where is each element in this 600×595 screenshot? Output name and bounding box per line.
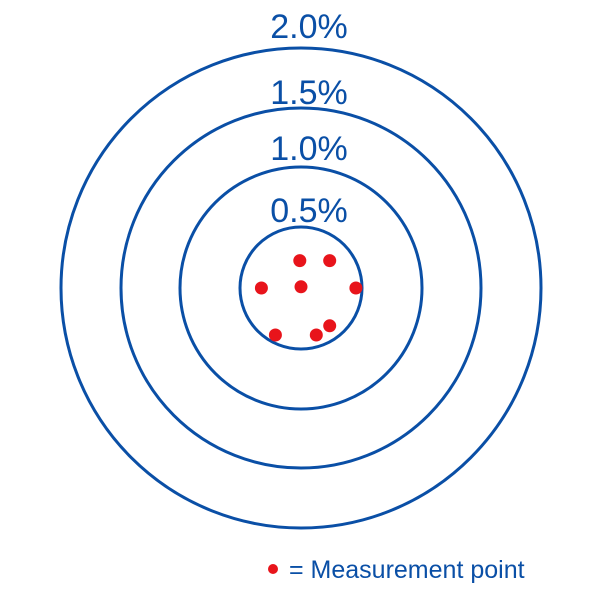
measurement-point bbox=[323, 319, 337, 333]
ring-label-0-5-percent: 0.5% bbox=[270, 192, 348, 230]
measurement-point bbox=[294, 280, 308, 294]
ring-1-0-percent bbox=[178, 165, 424, 411]
measurement-point bbox=[268, 328, 282, 342]
ring-label-1-0-percent: 1.0% bbox=[270, 130, 348, 168]
measurement-points bbox=[254, 254, 363, 342]
measurement-point bbox=[323, 254, 337, 268]
measurement-point bbox=[309, 328, 323, 342]
measurement-point bbox=[254, 281, 268, 295]
measurement-point bbox=[349, 281, 363, 295]
legend-label: = Measurement point bbox=[289, 556, 525, 584]
measurement-point bbox=[293, 254, 307, 268]
legend-measurement-point-icon bbox=[268, 564, 278, 574]
ring-label-1-5-percent: 1.5% bbox=[270, 74, 348, 112]
ring-label-2-0-percent: 2.0% bbox=[270, 8, 348, 46]
legend: = Measurement point bbox=[268, 556, 525, 584]
ring-1-5-percent bbox=[119, 106, 483, 470]
ring-2-0-percent bbox=[59, 46, 543, 530]
